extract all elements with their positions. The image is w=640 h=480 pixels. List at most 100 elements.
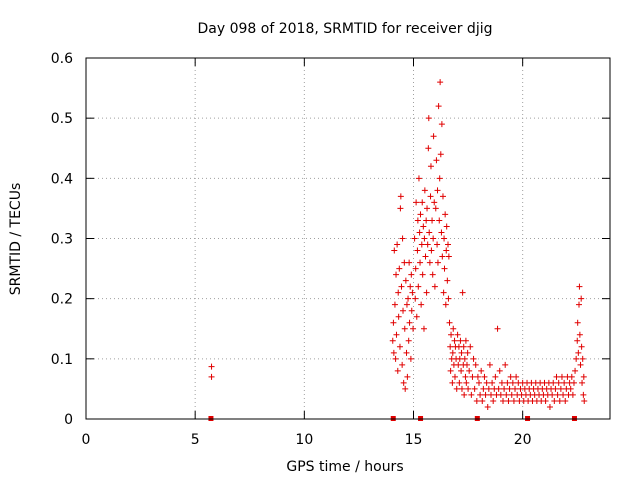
y-tick-label: 0.1 [51, 352, 73, 368]
data-point [406, 319, 413, 326]
data-point [455, 361, 462, 368]
data-point [508, 391, 515, 398]
data-point [477, 391, 484, 398]
data-point [418, 241, 425, 248]
data-point [461, 391, 468, 398]
data-point [426, 229, 433, 236]
data-point [580, 391, 587, 398]
data-point [418, 301, 425, 308]
data-point [555, 379, 562, 386]
data-point [464, 349, 471, 356]
data-point [569, 391, 576, 398]
data-point [405, 295, 412, 302]
y-tick-label: 0.6 [51, 51, 73, 67]
data-point [438, 229, 445, 236]
data-point [436, 217, 443, 224]
data-point [434, 187, 441, 194]
data-point [481, 373, 488, 380]
data-point [578, 343, 585, 350]
data-point [427, 163, 434, 170]
data-point [425, 145, 432, 152]
data-point [403, 301, 410, 308]
data-point [428, 247, 435, 254]
data-point [509, 379, 516, 386]
data-point [550, 379, 557, 386]
data-point [447, 367, 454, 374]
data-point [395, 289, 402, 296]
data-point [581, 397, 588, 404]
data-point [417, 259, 424, 266]
data-point [415, 283, 422, 290]
x-tick-label: 5 [191, 432, 200, 448]
data-point [412, 295, 419, 302]
data-point [402, 277, 409, 284]
data-point [436, 175, 443, 182]
data-point [443, 223, 450, 230]
data-point [513, 373, 520, 380]
data-point [397, 193, 404, 200]
data-point [437, 79, 444, 86]
data-point [429, 217, 436, 224]
data-point [400, 307, 407, 314]
data-point [442, 211, 449, 218]
data-point [502, 361, 509, 368]
data-point [421, 235, 428, 242]
data-point [399, 235, 406, 242]
data-point [453, 385, 460, 392]
data-point [460, 343, 467, 350]
data-point [413, 199, 420, 206]
data-point [393, 271, 400, 278]
data-point [494, 325, 501, 332]
data-point [573, 355, 580, 362]
data-point [449, 379, 456, 386]
data-point [422, 253, 429, 260]
data-point [553, 373, 560, 380]
data-point [465, 385, 472, 392]
data-point [546, 403, 553, 410]
data-point [551, 397, 558, 404]
data-point [425, 115, 432, 122]
data-point [449, 349, 456, 356]
data-point [395, 313, 402, 320]
data-point [430, 133, 437, 140]
data-point [463, 361, 470, 368]
data-point [416, 229, 423, 236]
data-point [490, 397, 497, 404]
grid [86, 58, 610, 419]
data-point [390, 319, 397, 326]
x-tick-label: 10 [295, 432, 313, 448]
data-point [448, 331, 455, 338]
y-tick-label: 0.2 [51, 292, 73, 308]
data-point [476, 379, 482, 386]
data-point [503, 391, 510, 398]
data-point [450, 325, 457, 332]
data-point [420, 325, 427, 332]
data-point [401, 325, 408, 332]
data-point [451, 337, 458, 344]
data-point [394, 367, 401, 374]
data-point [404, 373, 411, 380]
y-tick-label: 0.5 [51, 111, 73, 127]
plot-frame [85, 57, 611, 420]
data-point [445, 253, 452, 260]
data-point [423, 289, 430, 296]
data-point [438, 121, 445, 128]
data-point [441, 265, 448, 272]
data-point [433, 157, 440, 164]
data-point [429, 271, 436, 278]
data-point [437, 151, 444, 158]
data-point [430, 235, 437, 242]
data-point [488, 391, 495, 398]
data-point [396, 343, 403, 350]
data-point [496, 367, 503, 374]
data-point [458, 385, 465, 392]
data-point [426, 259, 433, 266]
data-point [411, 235, 418, 242]
x-tick-label: 0 [82, 432, 91, 448]
y-tick-label: 0.3 [51, 232, 73, 248]
data-point [454, 331, 461, 338]
data-point [424, 205, 431, 212]
data-point [462, 337, 469, 344]
data-point [486, 361, 493, 368]
data-point [456, 355, 463, 362]
